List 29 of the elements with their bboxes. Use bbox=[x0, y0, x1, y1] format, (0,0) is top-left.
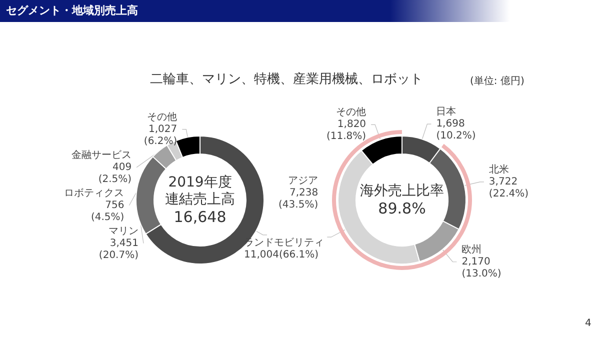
chart-subtitle: 二輪車、マリン、特機、産業用機械、ロボット bbox=[150, 71, 423, 88]
slice-label: 北米 bbox=[488, 163, 509, 176]
data-label: 3,722 (22.4%) bbox=[488, 176, 529, 200]
slice-label: その他 bbox=[147, 110, 178, 123]
data-label: 756 (4.5%) bbox=[90, 200, 124, 223]
slice-label: アジア bbox=[288, 176, 318, 187]
text: 89.8% bbox=[378, 200, 426, 218]
data-label: 3,451 (20.7%) bbox=[98, 238, 139, 261]
data-label: 1,027 (6.2%) bbox=[144, 124, 178, 147]
text: 16,648 bbox=[174, 208, 226, 226]
slice-label: 金融サービス bbox=[72, 148, 132, 161]
data-label: 1,698 (10.2%) bbox=[436, 118, 476, 142]
data-label: 1,820 (11.8%) bbox=[326, 119, 366, 142]
text: 2019年度 bbox=[168, 174, 232, 190]
text: 連結売上高 bbox=[165, 192, 235, 208]
slice-label: ランドモビリティ bbox=[244, 237, 324, 248]
text: 海外売上比率 bbox=[360, 183, 444, 199]
slice-label: 欧州 bbox=[462, 243, 482, 256]
data-label: 7,238 (43.5%) bbox=[278, 188, 318, 211]
text: 4 bbox=[585, 318, 592, 329]
data-label: 2,170 (13.0%) bbox=[462, 256, 502, 280]
data-label: 11,004(66.1%) bbox=[244, 249, 319, 260]
slice-label: 日本 bbox=[436, 106, 456, 118]
data-label: 409 (2.5%) bbox=[98, 162, 132, 185]
slice-label: その他 bbox=[336, 106, 366, 118]
chart-subtitle: (単位: 億円) bbox=[470, 74, 524, 88]
chart-title: セグメント・地域別売上高 bbox=[0, 0, 600, 22]
slice-label: マリン bbox=[108, 226, 139, 237]
slice-label: ロボティクス bbox=[64, 188, 124, 199]
